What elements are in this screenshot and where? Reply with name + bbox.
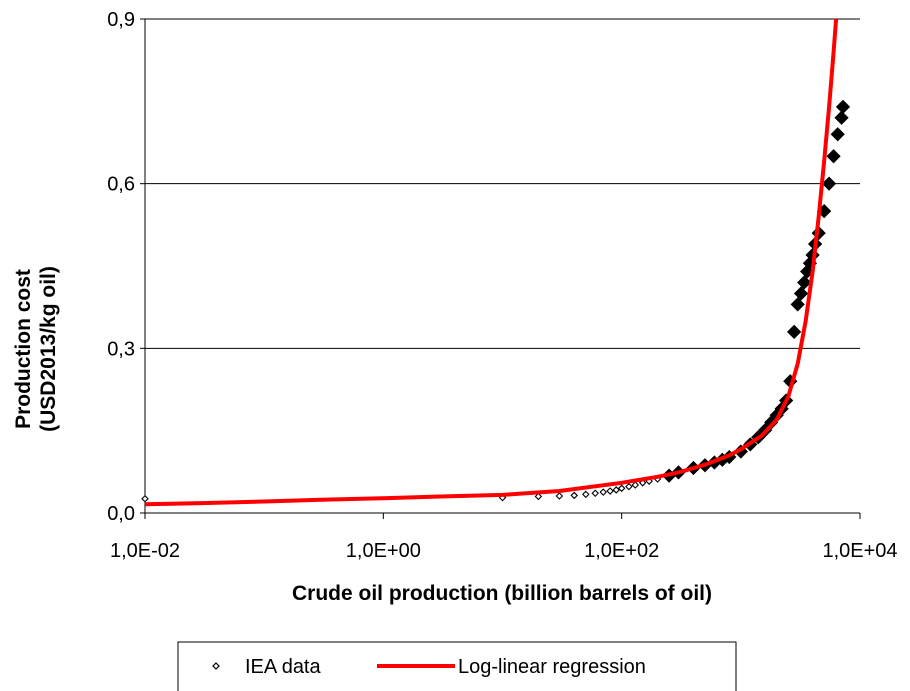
y-axis-title: Production cost (USD2013/kg oil) (12, 266, 60, 432)
y-tick-label-1: 0,3 (107, 338, 135, 360)
y-axis-title-line1: Production cost (12, 269, 35, 429)
y-tick-label-0: 0,0 (107, 503, 135, 525)
legend-iea-marker (212, 662, 220, 670)
x-tick-label-2: 1,0E+02 (584, 540, 659, 562)
iea-data-point (786, 324, 802, 339)
series-iea-data (141, 99, 851, 503)
iea-data-point (141, 494, 149, 503)
iea-data-point (591, 489, 600, 498)
iea-data-point (617, 484, 626, 493)
x-tick-label-0: 1,0E-02 (110, 540, 180, 562)
y-axis-ticks: 0,0 0,3 0,6 0,9 (107, 9, 145, 525)
iea-data-point (835, 99, 851, 114)
x-tick-label-1: 1,0E+00 (346, 540, 421, 562)
plot-area (144, 19, 860, 514)
iea-data-point (625, 482, 633, 491)
gridlines (145, 18, 860, 349)
iea-data-point (582, 490, 590, 499)
x-axis-title: Crude oil production (billion barrels of… (292, 582, 712, 605)
y-axis-title-line2: (USD2013/kg oil) (37, 266, 60, 432)
iea-data-point (606, 487, 614, 495)
iea-data-point (826, 149, 841, 164)
x-axis-ticks: 1,0E-02 1,0E+00 1,0E+02 1,0E+04 (110, 513, 898, 562)
iea-data-point (793, 286, 809, 301)
iea-data-point (834, 110, 849, 125)
iea-data-point (534, 492, 543, 501)
iea-data-point (830, 127, 845, 142)
iea-data-point (555, 492, 564, 500)
y-tick-label-2: 0,6 (107, 174, 135, 196)
legend-box (177, 641, 737, 691)
iea-data-point (797, 275, 812, 290)
y-tick-label-3: 0,9 (107, 9, 135, 31)
iea-data-point (570, 491, 579, 500)
legend-iea-label: IEA data (245, 656, 321, 678)
iea-data-point (631, 481, 640, 489)
iea-data-point (821, 176, 837, 191)
iea-data-point (790, 297, 805, 312)
x-tick-label-3: 1,0E+04 (822, 540, 897, 562)
legend-regression-label: Log-linear regression (458, 656, 646, 678)
iea-data-point (612, 486, 620, 494)
series-log-linear-regression (144, 18, 839, 507)
iea-data-point (599, 488, 607, 496)
legend: IEA data Log-linear regression (177, 641, 737, 691)
regression-line (144, 18, 839, 507)
